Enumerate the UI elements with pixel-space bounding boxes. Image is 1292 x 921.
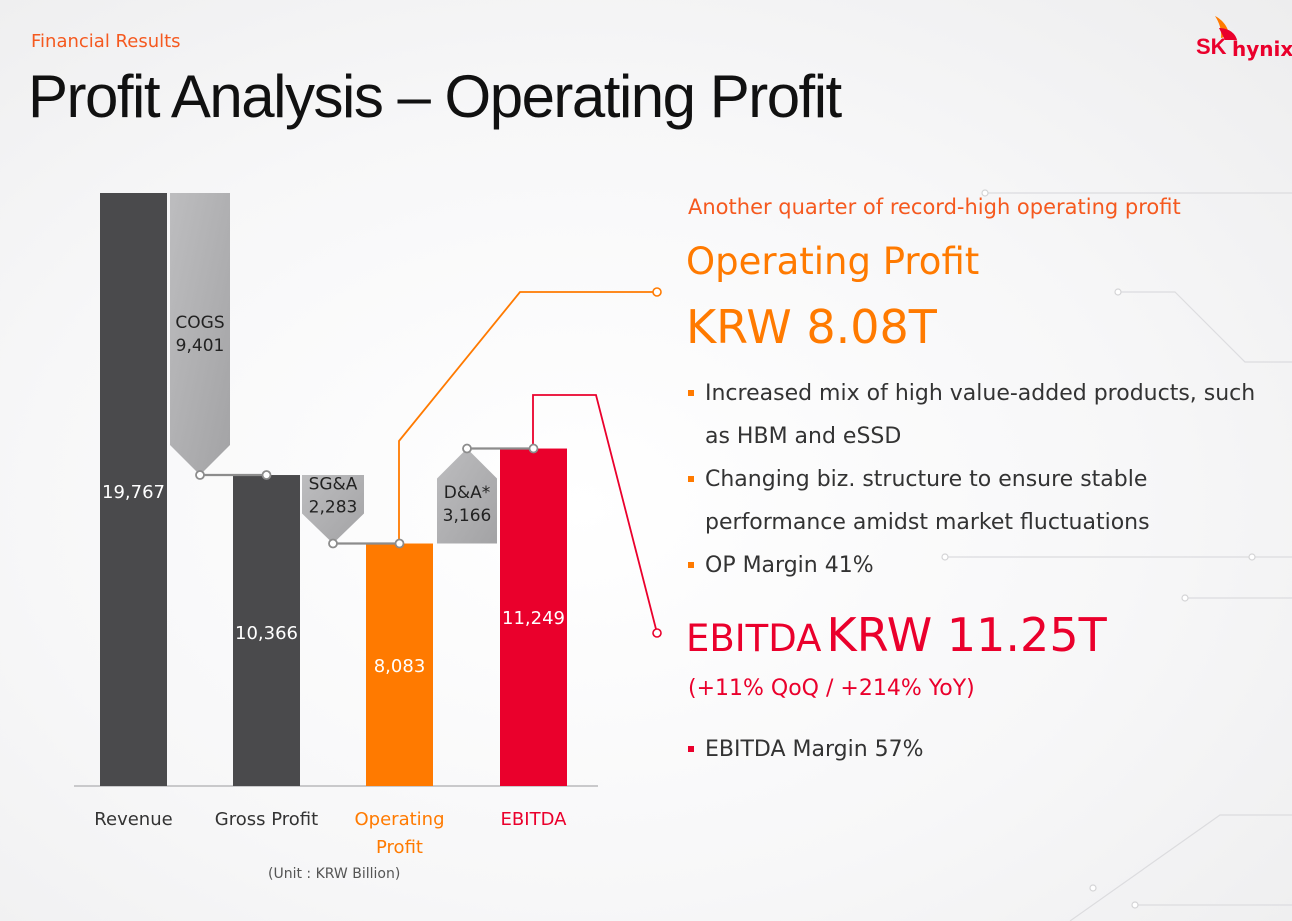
category-label: Revenue xyxy=(94,809,172,830)
bar-value-label: 11,249 xyxy=(502,608,565,629)
op-callout-line xyxy=(398,291,657,544)
step-name-label: SG&A xyxy=(309,474,358,494)
bar-value-label: 10,366 xyxy=(235,623,298,644)
connector-dot xyxy=(261,470,272,480)
bar-operating-profit xyxy=(366,543,433,786)
bar-ebitda xyxy=(500,448,567,786)
ebitda-bullets: EBITDA Margin 57% xyxy=(688,728,924,771)
bullet-item: Increased mix of high value-added produc… xyxy=(688,372,1268,458)
step-value-label: 9,401 xyxy=(176,336,225,356)
bullet-item: EBITDA Margin 57% xyxy=(688,728,924,771)
bullet-item: OP Margin 41% xyxy=(688,544,1268,587)
category-label: Profit xyxy=(376,837,423,858)
sk-hynix-logo-icon xyxy=(1215,16,1237,40)
ebitda-label: EBITDA xyxy=(686,617,822,660)
operating-profit-value: KRW 8.08T xyxy=(686,300,937,354)
bar-value-label: 19,767 xyxy=(102,482,165,503)
step-cogs xyxy=(170,193,230,476)
bar-revenue xyxy=(100,193,167,786)
connector-dot xyxy=(528,443,539,454)
step-value-label: 3,166 xyxy=(443,506,492,526)
operating-profit-bullets: Increased mix of high value-added produc… xyxy=(688,372,1268,587)
step-d-a xyxy=(437,448,497,544)
page-title: Profit Analysis – Operating Profit xyxy=(28,63,842,130)
step-name-label: COGS xyxy=(175,313,224,333)
logo-sk-text: SK xyxy=(1196,34,1227,59)
ebitda-heading: EBITDA KRW 11.25T xyxy=(686,608,1107,662)
ebitda-growth: (+11% QoQ / +214% YoY) xyxy=(688,676,975,701)
connector-dot xyxy=(328,538,338,549)
ebitda-callout-dot xyxy=(652,628,662,638)
op-callout-dot xyxy=(652,287,662,297)
step-name-label: D&A* xyxy=(444,483,490,503)
ebitda-callout-line xyxy=(532,394,658,634)
connector-dot xyxy=(462,443,472,454)
tagline: Another quarter of record-high operating… xyxy=(688,195,1181,219)
connector-dot xyxy=(195,470,205,480)
unit-note: (Unit : KRW Billion) xyxy=(268,866,401,882)
step-value-label: 2,283 xyxy=(309,497,358,517)
step-sg-a xyxy=(302,475,364,544)
category-label: EBITDA xyxy=(501,809,568,830)
section-label: Financial Results xyxy=(31,31,181,52)
category-label: Operating xyxy=(355,809,445,830)
operating-profit-heading: Operating Profit xyxy=(686,240,980,283)
bullet-item: Changing biz. structure to ensure stable… xyxy=(688,458,1268,544)
category-label: Gross Profit xyxy=(215,809,318,830)
bar-value-label: 8,083 xyxy=(374,656,426,677)
bar-gross-profit xyxy=(233,475,300,786)
connector-dot xyxy=(394,538,405,549)
logo-hynix-text: hynix xyxy=(1232,37,1292,61)
ebitda-value: KRW 11.25T xyxy=(826,608,1107,662)
